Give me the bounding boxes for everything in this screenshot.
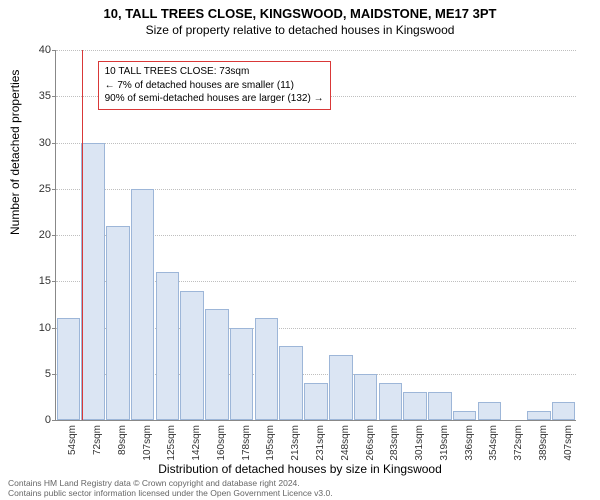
bar (156, 272, 180, 420)
bar (527, 411, 551, 420)
bar (255, 318, 279, 420)
chart-title-line1: 10, TALL TREES CLOSE, KINGSWOOD, MAIDSTO… (0, 0, 600, 21)
bar (106, 226, 130, 420)
y-tick (52, 235, 56, 236)
y-tick (52, 96, 56, 97)
bar (453, 411, 477, 420)
footer-attribution: Contains HM Land Registry data © Crown c… (8, 479, 333, 499)
x-tick-label: 266sqm (365, 425, 376, 465)
x-tick-label: 89sqm (117, 425, 128, 465)
y-tick-label: 10 (21, 322, 51, 334)
plot-area: 10 TALL TREES CLOSE: 73sqm← 7% of detach… (55, 50, 576, 421)
y-tick (52, 281, 56, 282)
bar (304, 383, 328, 420)
bar (131, 189, 155, 420)
bar (552, 402, 576, 421)
bar (81, 143, 105, 421)
x-tick-label: 125sqm (166, 425, 177, 465)
x-tick-label: 389sqm (538, 425, 549, 465)
gridline (56, 50, 576, 51)
info-line: 10 TALL TREES CLOSE: 73sqm (105, 65, 324, 79)
y-tick-label: 20 (21, 229, 51, 241)
y-tick (52, 189, 56, 190)
x-tick-label: 372sqm (513, 425, 524, 465)
y-tick-label: 5 (21, 368, 51, 380)
x-tick-label: 142sqm (191, 425, 202, 465)
bar (57, 318, 81, 420)
x-tick-label: 283sqm (389, 425, 400, 465)
x-tick-label: 248sqm (340, 425, 351, 465)
bar (478, 402, 502, 421)
marker-line (82, 50, 83, 420)
x-tick-label: 72sqm (92, 425, 103, 465)
y-tick-label: 40 (21, 44, 51, 56)
bar (230, 328, 254, 421)
chart-title-line2: Size of property relative to detached ho… (0, 21, 600, 37)
x-tick-label: 407sqm (563, 425, 574, 465)
x-tick-label: 336sqm (464, 425, 475, 465)
x-tick-label: 319sqm (439, 425, 450, 465)
info-box: 10 TALL TREES CLOSE: 73sqm← 7% of detach… (98, 61, 331, 110)
y-tick-label: 15 (21, 275, 51, 287)
x-tick-label: 195sqm (265, 425, 276, 465)
bar (354, 374, 378, 420)
x-tick-label: 354sqm (488, 425, 499, 465)
y-tick (52, 420, 56, 421)
y-tick (52, 50, 56, 51)
x-tick-label: 213sqm (290, 425, 301, 465)
x-tick-label: 178sqm (241, 425, 252, 465)
footer-line2: Contains public sector information licen… (8, 489, 333, 499)
y-tick-label: 30 (21, 137, 51, 149)
x-tick-label: 231sqm (315, 425, 326, 465)
gridline (56, 143, 576, 144)
bar (428, 392, 452, 420)
chart-container: 10, TALL TREES CLOSE, KINGSWOOD, MAIDSTO… (0, 0, 600, 500)
y-tick-label: 0 (21, 414, 51, 426)
bar (180, 291, 204, 421)
bar (329, 355, 353, 420)
bar (279, 346, 303, 420)
bar (205, 309, 229, 420)
y-tick (52, 328, 56, 329)
info-line: 90% of semi-detached houses are larger (… (105, 92, 324, 106)
y-axis-title: Number of detached properties (8, 70, 22, 235)
y-tick-label: 35 (21, 90, 51, 102)
x-tick-label: 160sqm (216, 425, 227, 465)
x-tick-label: 301sqm (414, 425, 425, 465)
x-tick-label: 54sqm (67, 425, 78, 465)
y-tick (52, 143, 56, 144)
info-line: ← 7% of detached houses are smaller (11) (105, 79, 324, 93)
y-tick-label: 25 (21, 183, 51, 195)
x-tick-label: 107sqm (142, 425, 153, 465)
bar (403, 392, 427, 420)
y-tick (52, 374, 56, 375)
bar (379, 383, 403, 420)
